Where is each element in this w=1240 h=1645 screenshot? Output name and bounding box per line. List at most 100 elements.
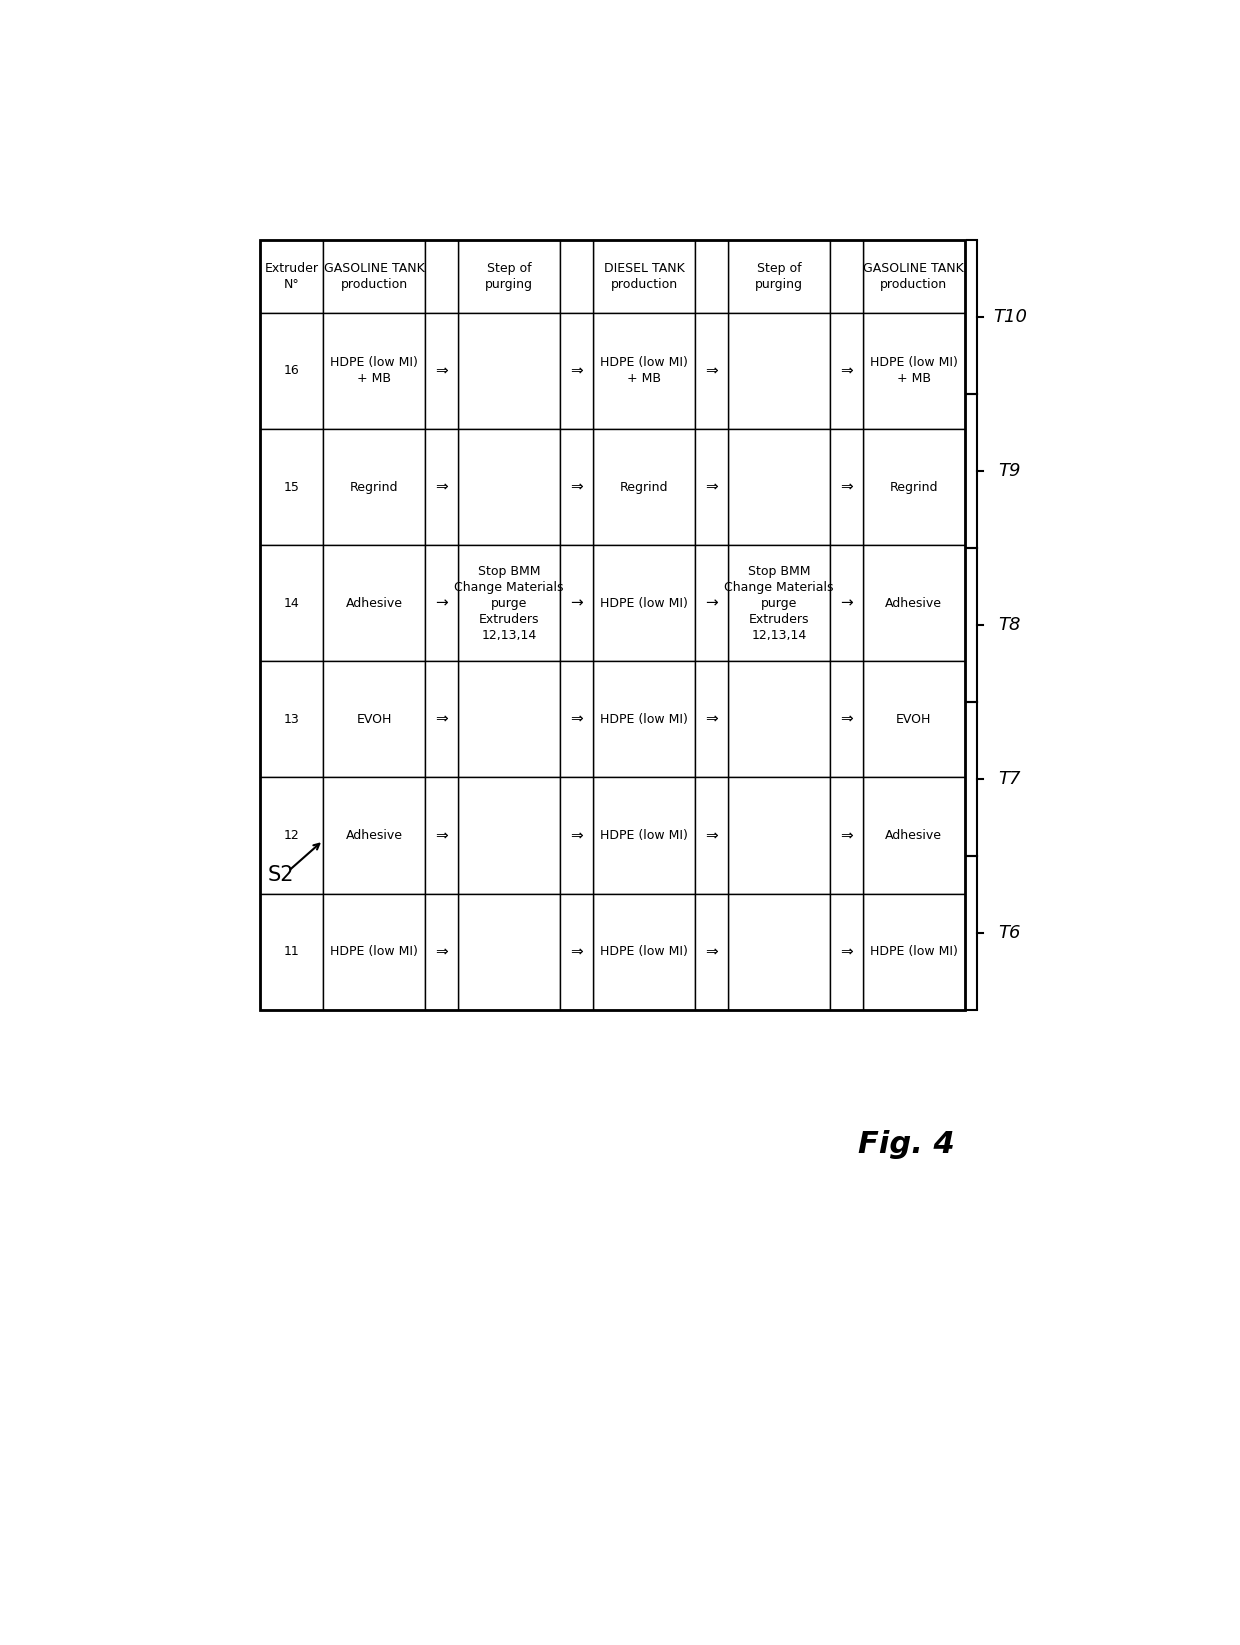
Bar [696,544,728,661]
Bar [259,240,324,313]
Bar [425,661,458,778]
Bar [728,429,830,544]
Text: ⇒: ⇒ [570,827,583,842]
Text: →: → [435,595,448,610]
Text: Regrind: Regrind [620,480,668,494]
Bar [324,313,425,429]
Text: Adhesive: Adhesive [885,597,942,610]
Text: T9: T9 [998,462,1021,480]
Bar [728,778,830,893]
Bar [830,544,863,661]
Text: Extruder
N°: Extruder N° [264,262,319,291]
Text: ⇒: ⇒ [570,480,583,495]
Bar [830,429,863,544]
Text: 15: 15 [284,480,299,494]
Bar [458,544,560,661]
Text: Regrind: Regrind [350,480,398,494]
Text: ⇒: ⇒ [570,712,583,727]
Text: Step of
purging: Step of purging [485,262,533,291]
Bar [696,240,728,313]
Text: 12: 12 [284,829,299,842]
Text: ⇒: ⇒ [570,364,583,378]
Text: ⇒: ⇒ [435,712,448,727]
Text: 14: 14 [284,597,299,610]
Bar [458,429,560,544]
Bar [560,429,593,544]
Bar [259,313,324,429]
Bar [728,313,830,429]
Bar [728,544,830,661]
Bar [863,661,965,778]
Text: →: → [839,595,853,610]
Text: EVOH: EVOH [897,712,931,725]
Bar [830,240,863,313]
Text: HDPE (low MI): HDPE (low MI) [600,712,688,725]
Text: ⇒: ⇒ [839,827,853,842]
Text: ⇒: ⇒ [435,480,448,495]
Bar [259,893,324,1010]
Text: T8: T8 [998,615,1021,633]
Bar [458,893,560,1010]
Bar [863,429,965,544]
Bar [324,661,425,778]
Bar [324,544,425,661]
Bar [425,893,458,1010]
Text: 11: 11 [284,946,299,957]
Bar [830,661,863,778]
Text: 16: 16 [284,365,299,377]
Bar [863,893,965,1010]
Text: ⇒: ⇒ [435,364,448,378]
Bar [593,893,696,1010]
Text: 13: 13 [284,712,299,725]
Text: ⇒: ⇒ [839,712,853,727]
Text: HDPE (low MI)
+ MB: HDPE (low MI) + MB [869,357,957,385]
Bar [593,778,696,893]
Text: S2: S2 [268,865,294,885]
Text: Adhesive: Adhesive [346,597,403,610]
Bar [324,429,425,544]
Text: T6: T6 [998,924,1021,941]
Bar [259,240,965,1010]
Bar [593,544,696,661]
Bar [324,893,425,1010]
Bar [458,661,560,778]
Text: →: → [570,595,583,610]
Bar [863,240,965,313]
Bar [259,661,324,778]
Bar [324,778,425,893]
Text: HDPE (low MI): HDPE (low MI) [600,597,688,610]
Bar [560,893,593,1010]
Text: HDPE (low MI): HDPE (low MI) [869,946,957,957]
Bar [863,778,965,893]
Bar [728,240,830,313]
Text: Fig. 4: Fig. 4 [858,1130,955,1160]
Text: GASOLINE TANK
production: GASOLINE TANK production [324,262,424,291]
Text: ⇒: ⇒ [839,944,853,959]
Bar [830,778,863,893]
Bar [560,778,593,893]
Bar [696,661,728,778]
Bar [593,313,696,429]
Bar [458,778,560,893]
Bar [728,661,830,778]
Text: Adhesive: Adhesive [346,829,403,842]
Bar [728,893,830,1010]
Bar [425,313,458,429]
Text: ⇒: ⇒ [570,944,583,959]
Text: ⇒: ⇒ [706,364,718,378]
Text: EVOH: EVOH [357,712,392,725]
Bar [830,893,863,1010]
Text: ⇒: ⇒ [706,944,718,959]
Bar [560,240,593,313]
Bar [458,313,560,429]
Bar [696,429,728,544]
Bar [560,661,593,778]
Bar [425,778,458,893]
Bar [593,661,696,778]
Bar [259,778,324,893]
Bar [560,313,593,429]
Bar [425,544,458,661]
Text: T10: T10 [993,308,1027,326]
Text: GASOLINE TANK
production: GASOLINE TANK production [863,262,965,291]
Text: DIESEL TANK
production: DIESEL TANK production [604,262,684,291]
